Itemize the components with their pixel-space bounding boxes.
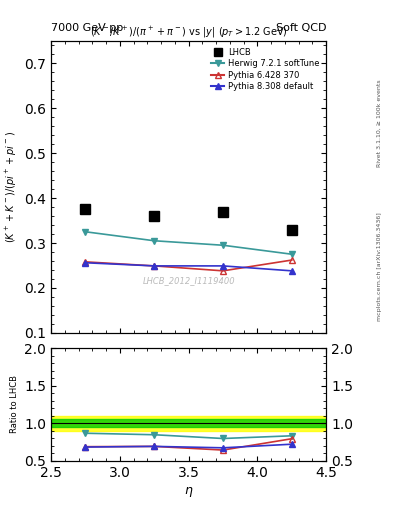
Text: 7000 GeV pp: 7000 GeV pp	[51, 23, 123, 33]
X-axis label: $\eta$: $\eta$	[184, 485, 193, 499]
Bar	[51, 416, 326, 431]
Bar	[51, 419, 326, 427]
Text: Rivet 3.1.10, ≥ 100k events: Rivet 3.1.10, ≥ 100k events	[377, 79, 382, 167]
Text: mcplots.cern.ch [arXiv:1306.3436]: mcplots.cern.ch [arXiv:1306.3436]	[377, 212, 382, 321]
Title: $(K^-/K^+)/(\pi^++\pi^-)$ vs $|y|$ $(p_T > 1.2\ \mathrm{GeV})$: $(K^-/K^+)/(\pi^++\pi^-)$ vs $|y|$ $(p_T…	[90, 25, 288, 40]
Y-axis label: Ratio to LHCB: Ratio to LHCB	[10, 375, 19, 434]
Legend: LHCB, Herwig 7.2.1 softTune, Pythia 6.428 370, Pythia 8.308 default: LHCB, Herwig 7.2.1 softTune, Pythia 6.42…	[209, 45, 322, 94]
Text: LHCB_2012_I1119400: LHCB_2012_I1119400	[142, 276, 235, 285]
Y-axis label: $(K^+ + K^-)/(pi^+ + pi^-)$: $(K^+ + K^-)/(pi^+ + pi^-)$	[4, 131, 19, 243]
Text: Soft QCD: Soft QCD	[276, 23, 326, 33]
